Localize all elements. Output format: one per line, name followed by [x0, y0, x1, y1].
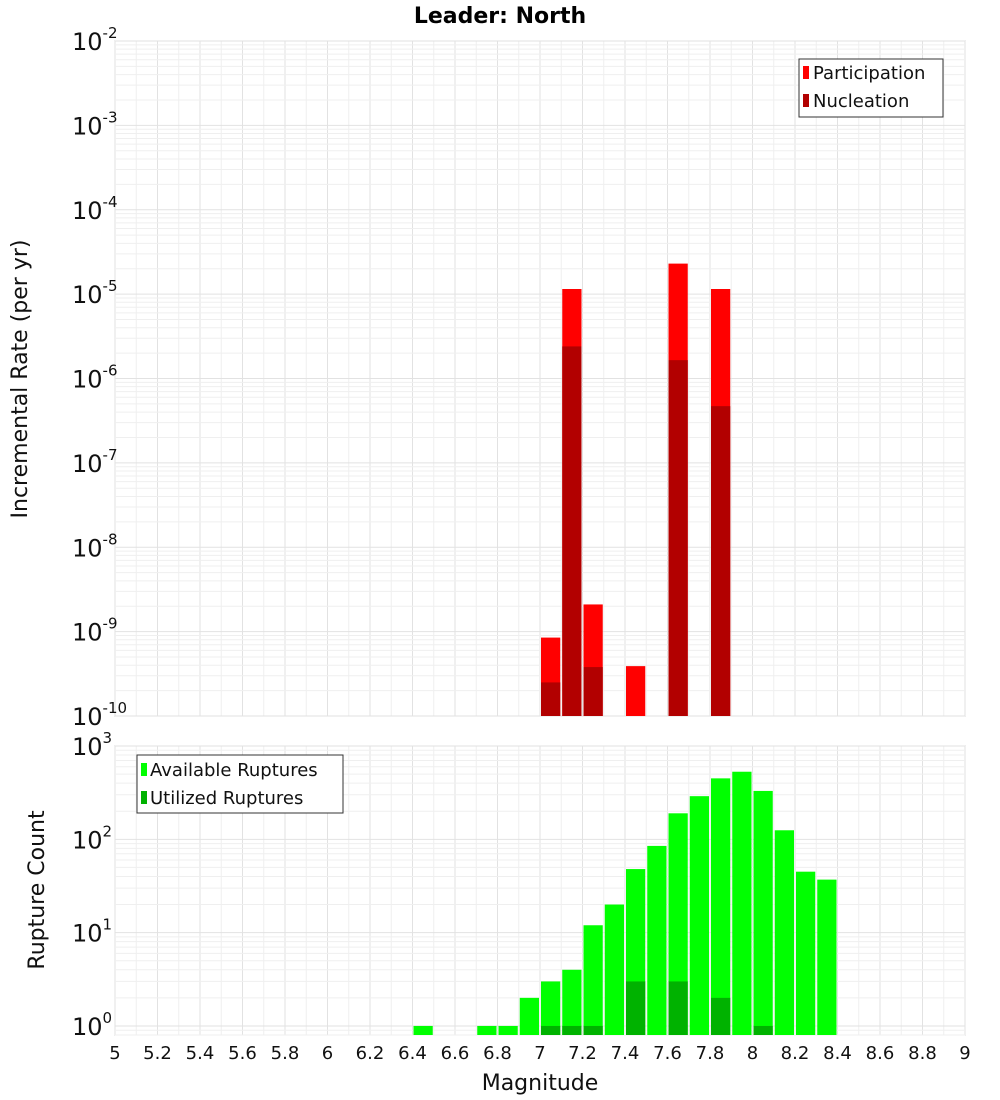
- x-tick-label: 7.4: [611, 1043, 640, 1064]
- top-legend: Participation Nucleation: [798, 58, 944, 118]
- y-tick-label: 10-7: [72, 446, 118, 478]
- y-tick-label: 10-10: [72, 699, 127, 731]
- legend-label-utilized-ruptures: Utilized Ruptures: [150, 788, 303, 809]
- x-tick-label: 5.6: [228, 1043, 257, 1064]
- x-tick-label: 8.8: [908, 1043, 937, 1064]
- y-tick-label: 102: [72, 822, 112, 854]
- bar-utilized-ruptures: [562, 1025, 582, 1035]
- legend-swatch-participation: [803, 66, 809, 79]
- x-tick-label: 7: [534, 1043, 545, 1064]
- top-bars: [541, 263, 731, 716]
- bar-utilized-ruptures: [626, 981, 646, 1035]
- x-tick-label: 5: [109, 1043, 120, 1064]
- x-tick-label: 8.2: [781, 1043, 810, 1064]
- y-tick-label: 103: [72, 729, 112, 761]
- x-tick-label: 8.4: [823, 1043, 852, 1064]
- x-tick-label: 9: [959, 1043, 970, 1064]
- bar-available-ruptures: [817, 879, 837, 1035]
- x-tick-label: 6.6: [441, 1043, 470, 1064]
- x-tick-label: 6.8: [483, 1043, 512, 1064]
- bar-available-ruptures: [604, 904, 624, 1035]
- top-plot: 10-10 10-9 10-8 10-7 10-6 10-5 10-4 10-3 10-2 In…: [8, 24, 966, 731]
- bar-available-ruptures: [647, 845, 667, 1035]
- x-tick-label: 6: [322, 1043, 333, 1064]
- bar-nucleation: [562, 346, 582, 716]
- x-tick-label: 6.2: [356, 1043, 385, 1064]
- legend-swatch-available-ruptures: [141, 763, 147, 776]
- x-tick-label: 7.8: [696, 1043, 725, 1064]
- bottom-legend: Available Ruptures Utilized Ruptures: [136, 754, 344, 814]
- x-tick-label: 7.6: [653, 1043, 682, 1064]
- x-tick-label: 8.6: [866, 1043, 895, 1064]
- bar-nucleation: [711, 406, 731, 716]
- bar-utilized-ruptures: [583, 1025, 603, 1035]
- bar-available-ruptures: [689, 796, 709, 1035]
- bar-participation: [626, 666, 646, 716]
- top-y-axis-label: Incremental Rate (per yr): [8, 240, 33, 519]
- bottom-plot: 100 101 102 103 5 5.2 5.4 5.6 5.8 6 6.2 6.4 6.6 6.8 7…: [25, 729, 971, 1096]
- x-tick-label: 7.2: [568, 1043, 597, 1064]
- x-tick-label: 8: [747, 1043, 758, 1064]
- bar-available-ruptures: [541, 981, 561, 1035]
- bar-nucleation: [583, 667, 603, 716]
- bottom-legend-box: [136, 754, 344, 814]
- y-tick-label: 10-5: [72, 277, 118, 309]
- x-tick-label: 6.4: [398, 1043, 427, 1064]
- bar-utilized-ruptures: [541, 1025, 561, 1035]
- legend-label-nucleation: Nucleation: [813, 91, 909, 112]
- top-grid: [114, 40, 966, 717]
- bottom-y-axis-label: Rupture Count: [25, 810, 50, 970]
- bar-available-ruptures: [732, 771, 752, 1035]
- x-ticks: 5 5.2 5.4 5.6 5.8 6 6.2 6.4 6.6 6.8 7 7.2 7.4 7.6 7.8 8…: [109, 1043, 970, 1064]
- bar-available-ruptures: [519, 997, 539, 1035]
- y-tick-label: 10-9: [72, 615, 118, 647]
- bar-nucleation: [541, 682, 561, 716]
- bar-available-ruptures: [668, 813, 688, 1035]
- bar-available-ruptures: [477, 1025, 497, 1035]
- bar-available-ruptures: [583, 925, 603, 1035]
- bar-available-ruptures: [796, 871, 816, 1035]
- y-tick-label: 101: [72, 916, 112, 948]
- x-tick-label: 5.2: [143, 1043, 172, 1064]
- y-tick-label: 10-8: [72, 530, 118, 562]
- bar-available-ruptures: [498, 1025, 518, 1035]
- y-tick-label: 100: [72, 1009, 112, 1041]
- y-tick-label: 10-2: [72, 24, 118, 56]
- bottom-y-ticks: 100 101 102 103: [72, 729, 112, 1041]
- bar-available-ruptures: [774, 830, 794, 1035]
- bar-available-ruptures: [753, 790, 773, 1035]
- bar-available-ruptures: [413, 1025, 433, 1035]
- bar-utilized-ruptures: [753, 1025, 773, 1035]
- bottom-bars: [413, 771, 837, 1035]
- top-y-ticks: 10-10 10-9 10-8 10-7 10-6 10-5 10-4 10-3 10-2: [72, 24, 127, 731]
- bar-utilized-ruptures: [711, 997, 731, 1035]
- bar-available-ruptures: [562, 969, 582, 1035]
- legend-swatch-nucleation: [803, 94, 809, 107]
- y-tick-label: 10-4: [72, 193, 118, 225]
- legend-swatch-utilized-ruptures: [141, 791, 147, 804]
- top-legend-box: [798, 58, 944, 118]
- y-tick-label: 10-6: [72, 362, 118, 394]
- y-tick-label: 10-3: [72, 108, 118, 140]
- chart-title: Leader: North: [414, 4, 586, 29]
- x-tick-label: 5.4: [186, 1043, 215, 1064]
- legend-label-participation: Participation: [813, 63, 925, 84]
- bar-available-ruptures: [711, 778, 731, 1035]
- legend-label-available-ruptures: Available Ruptures: [150, 760, 318, 781]
- bar-nucleation: [668, 360, 688, 716]
- x-axis-label: Magnitude: [482, 1071, 599, 1096]
- x-tick-label: 5.8: [271, 1043, 300, 1064]
- bar-utilized-ruptures: [668, 981, 688, 1035]
